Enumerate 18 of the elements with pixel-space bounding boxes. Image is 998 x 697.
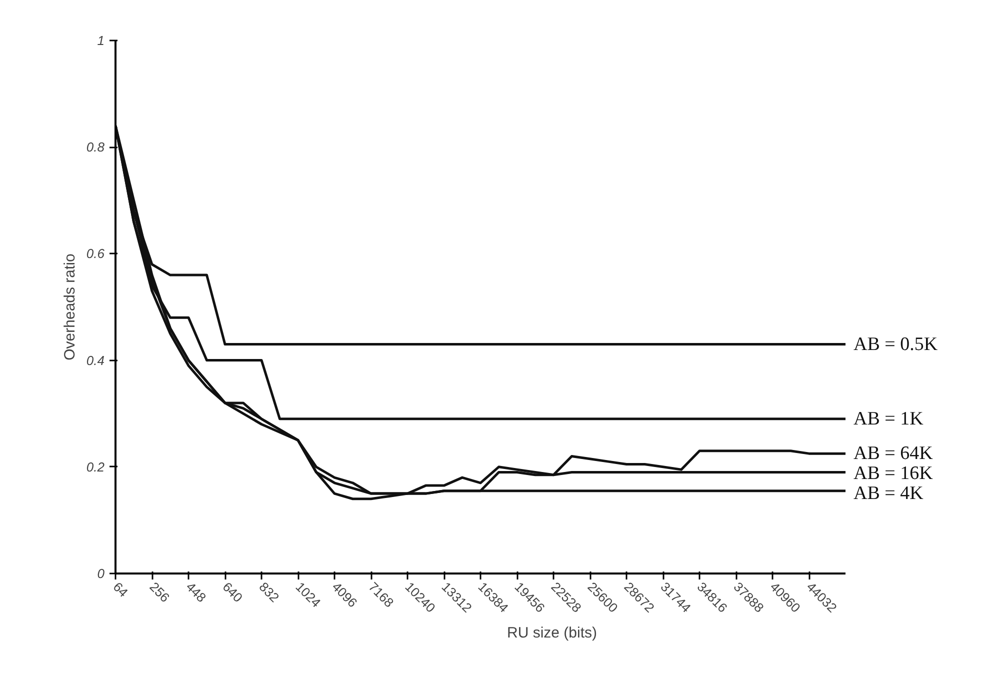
- x-axis-title: RU size (bits): [506, 624, 598, 642]
- y-tick-label: 0.2: [86, 459, 106, 474]
- series-label: AB = 0.5K: [854, 334, 938, 355]
- x-tick-label: 448: [183, 579, 210, 606]
- y-tick-label: 0: [97, 566, 106, 581]
- series-label: AB = 16K: [854, 463, 934, 484]
- y-tick-label: 0.8: [86, 140, 106, 155]
- series-label: AB = 64K: [854, 443, 934, 464]
- x-tick-label: 256: [146, 579, 173, 606]
- series-label: AB = 4K: [854, 483, 924, 504]
- series-label: AB = 1K: [854, 408, 924, 430]
- x-tick-label: 640: [220, 579, 246, 606]
- y-tick-label: 0.6: [86, 246, 106, 262]
- y-tick-label: 0.4: [86, 352, 105, 368]
- y-axis-title: Overheads ratio: [61, 254, 78, 360]
- x-tick-label: 832: [256, 579, 282, 606]
- y-tick-label: 1: [97, 33, 105, 48]
- x-tick-label: 64: [110, 579, 132, 600]
